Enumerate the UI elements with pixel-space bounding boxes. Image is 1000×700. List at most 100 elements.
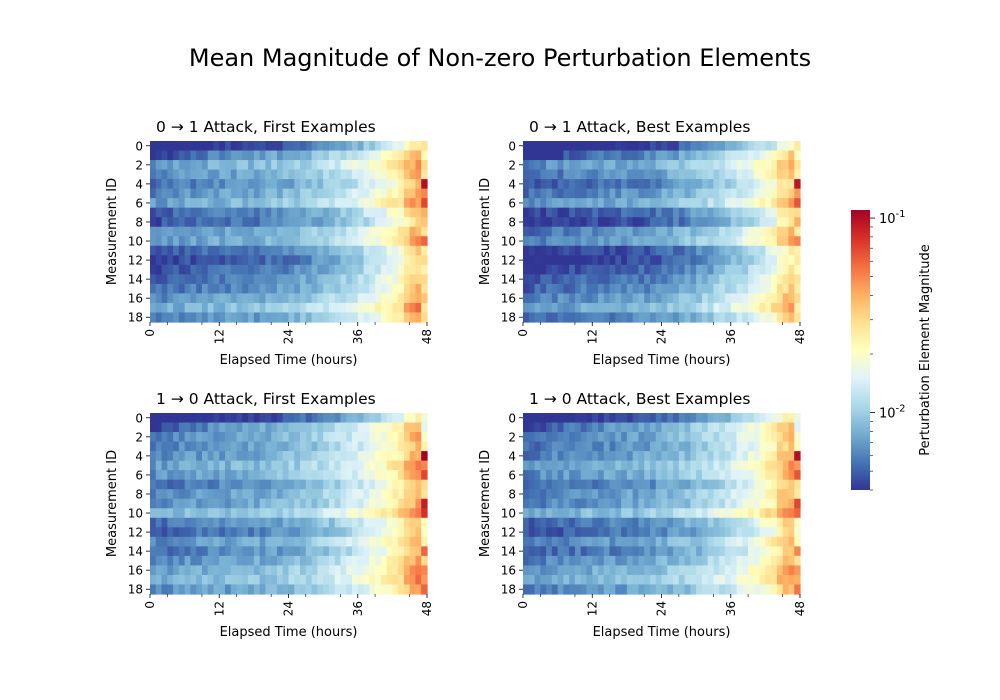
heatmap-cell [534, 274, 541, 285]
heatmap-cell [173, 489, 180, 500]
heatmap-cell [794, 188, 801, 199]
heatmap-cell [351, 245, 359, 256]
heatmap-cell [294, 451, 301, 462]
heatmap-cell [178, 451, 186, 462]
heatmap-cell [236, 422, 243, 433]
heatmap-cell [696, 179, 703, 190]
heatmap-cell [782, 302, 790, 314]
heatmap-cell [305, 302, 313, 314]
heatmap-cell [546, 555, 553, 567]
heatmap-cell [363, 255, 370, 266]
heatmap-cell [546, 422, 553, 433]
heatmap-cell [184, 293, 191, 304]
heatmap-cell [551, 555, 559, 567]
heatmap-cell [794, 498, 801, 509]
heatmap-cell [586, 207, 593, 218]
heatmap-cell [771, 226, 778, 237]
heatmap-cell [782, 150, 790, 161]
heatmap-cell [759, 188, 766, 199]
heatmap-cell [649, 302, 657, 314]
heatmap-cell [569, 574, 576, 586]
heatmap-cell [534, 508, 541, 519]
heatmap-cell [742, 451, 749, 462]
heatmap-cell [351, 169, 359, 180]
heatmap-cell [398, 255, 405, 266]
heatmap-cell [340, 489, 347, 500]
heatmap-cell [551, 498, 559, 509]
heatmap-cell [305, 274, 313, 285]
heatmap-cell [615, 245, 622, 256]
heatmap-cell [713, 236, 720, 247]
heatmap-cell [626, 217, 634, 228]
heatmap-cell [736, 236, 743, 247]
heatmap-cell [323, 470, 330, 481]
heatmap-cell [340, 264, 347, 275]
heatmap-cell [632, 198, 640, 209]
heatmap-cell [340, 293, 347, 304]
heatmap-cell [748, 489, 755, 500]
heatmap-cell [150, 536, 157, 547]
heatmap-cell [534, 422, 541, 433]
heatmap-cell [334, 245, 342, 256]
heatmap-cell [242, 302, 249, 314]
heatmap-cell [528, 302, 536, 314]
heatmap-cell [621, 584, 628, 595]
heatmap-cell [178, 441, 186, 452]
heatmap-cell [592, 236, 599, 247]
heatmap-cell [580, 188, 588, 199]
heatmap-cell [375, 527, 382, 538]
heatmap-cell [253, 188, 261, 199]
heatmap-cell [196, 169, 203, 180]
heatmap-cell [271, 546, 278, 557]
heatmap-cell [386, 264, 393, 275]
heatmap-cell [340, 150, 347, 161]
heatmap-cell [742, 179, 749, 190]
heatmap-cell [684, 207, 691, 218]
heatmap-cell [678, 508, 686, 519]
heatmap-cell [776, 517, 784, 528]
heatmap-cell [305, 441, 313, 452]
heatmap-cell [794, 283, 801, 295]
heatmap-cell [678, 312, 686, 323]
heatmap-cell [178, 283, 186, 295]
heatmap-cell [673, 555, 680, 567]
heatmap-cell [759, 283, 766, 295]
heatmap-cell [626, 422, 634, 433]
heatmap-cell [317, 489, 324, 500]
heatmap-cell [788, 141, 795, 152]
heatmap-cell [276, 160, 284, 171]
heatmap-cell [701, 207, 709, 218]
heatmap-cell [621, 141, 628, 152]
heatmap-cell [317, 527, 324, 538]
heatmap-cell [207, 302, 215, 314]
heatmap-cell [351, 217, 359, 228]
heatmap-cell [357, 169, 365, 180]
heatmap-cell [673, 312, 680, 323]
heatmap-cell [207, 441, 215, 452]
heatmap-cell [311, 283, 318, 295]
heatmap-cell [557, 245, 564, 256]
heatmap-cell [626, 498, 634, 509]
heatmap-cell [673, 293, 680, 304]
heatmap-cell [259, 169, 267, 180]
heatmap-cell [334, 179, 342, 190]
heatmap-cell [386, 198, 393, 209]
heatmap-cell [225, 245, 232, 256]
heatmap-cell [357, 293, 365, 304]
heatmap-cell [196, 207, 203, 218]
heatmap-cell [569, 312, 576, 323]
heatmap-cell [173, 198, 180, 209]
heatmap-cell [574, 255, 582, 266]
heatmap-cell [563, 226, 570, 237]
heatmap-cell [684, 479, 691, 490]
heatmap-cell [592, 555, 599, 567]
heatmap-cell [655, 432, 663, 443]
heatmap-cell [649, 255, 657, 266]
x-axis-label: Elapsed Time (hours) [593, 353, 731, 368]
heatmap-cell [340, 179, 347, 190]
heatmap-cell [742, 546, 749, 557]
heatmap-cell [609, 169, 616, 180]
heatmap-cell [528, 584, 536, 595]
heatmap-cell [598, 255, 605, 266]
heatmap-cell [150, 584, 157, 595]
